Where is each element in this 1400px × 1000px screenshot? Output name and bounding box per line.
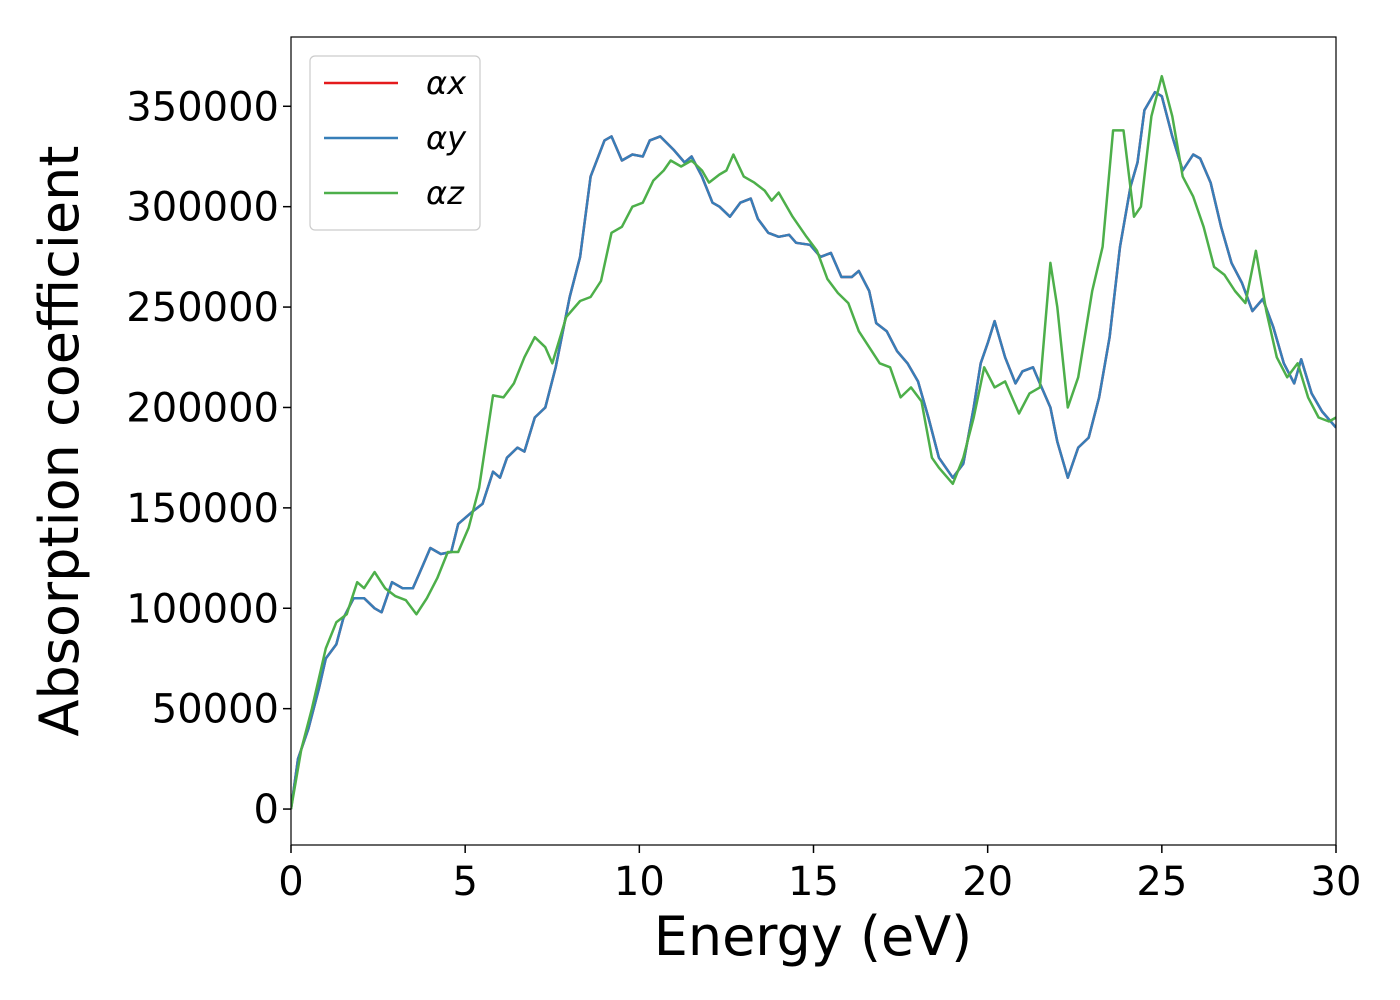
x-tick-label: 0 [278, 859, 303, 905]
plot-lines [291, 74, 1336, 810]
plot-frame [290, 36, 1337, 846]
y-tick-label: 50000 [152, 687, 279, 733]
series-line [291, 90, 1336, 810]
x-tick-label: 20 [962, 859, 1013, 905]
legend-box [309, 55, 481, 231]
y-tick-label: 200000 [126, 385, 279, 431]
x-tick-label: 15 [788, 859, 839, 905]
y-tick-label: 250000 [126, 285, 279, 331]
y-tick-label: 300000 [126, 185, 279, 231]
x-tick-label: 10 [614, 859, 665, 905]
y-tick-label: 150000 [126, 486, 279, 532]
x-tick-label: 30 [1311, 859, 1362, 905]
series-line [291, 74, 1336, 810]
x-tick-label: 5 [452, 859, 477, 905]
x-axis-label: Energy (eV) [654, 905, 973, 968]
y-axis-label: Absorption coefficient [28, 146, 91, 737]
y-tick-label: 350000 [126, 84, 279, 130]
x-tick-label: 25 [1136, 859, 1187, 905]
legend-label: αz [426, 174, 465, 212]
legend-label: αx [426, 64, 467, 102]
y-tick-label: 100000 [126, 586, 279, 632]
y-tick-label: 0 [254, 787, 279, 833]
legend-label: αy [426, 119, 467, 157]
